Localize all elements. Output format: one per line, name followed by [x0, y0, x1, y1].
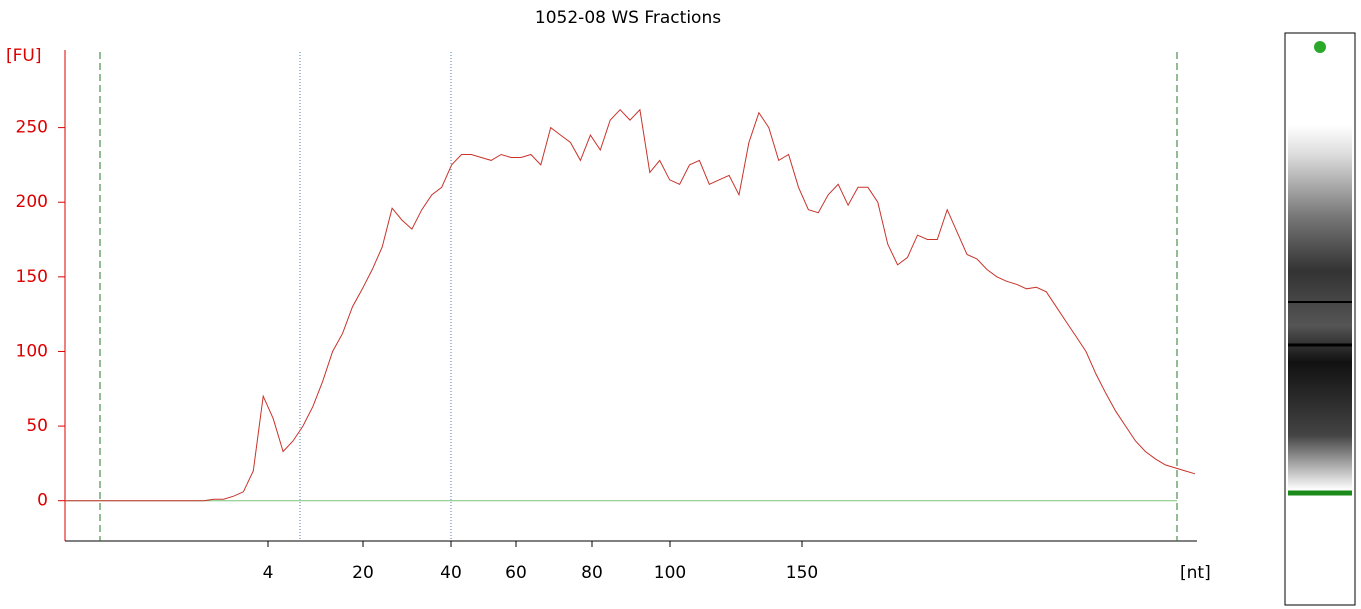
gel-smear — [1288, 125, 1352, 490]
x-tick-label: 4 — [263, 563, 274, 583]
y-tick-label: 150 — [16, 267, 48, 287]
y-tick-label: 100 — [16, 341, 48, 361]
x-tick-label: 60 — [505, 563, 527, 583]
y-tick-label: 50 — [26, 416, 48, 436]
x-tick-label: 40 — [440, 563, 462, 583]
y-axis-label: [FU] — [6, 46, 42, 66]
trace — [65, 108, 1196, 502]
gel-marker-dot — [1314, 41, 1326, 53]
x-tick-label: 80 — [581, 563, 603, 583]
y-tick-label: 250 — [16, 118, 48, 138]
x-tick-label: 20 — [352, 563, 374, 583]
y-tick-label: 0 — [37, 491, 48, 511]
x-tick-label: 150 — [786, 563, 818, 583]
x-tick-label: 100 — [654, 563, 686, 583]
y-tick-label: 200 — [16, 192, 48, 212]
chart-title: 1052-08 WS Fractions — [535, 8, 721, 28]
x-axis-label: [nt] — [1180, 563, 1211, 583]
